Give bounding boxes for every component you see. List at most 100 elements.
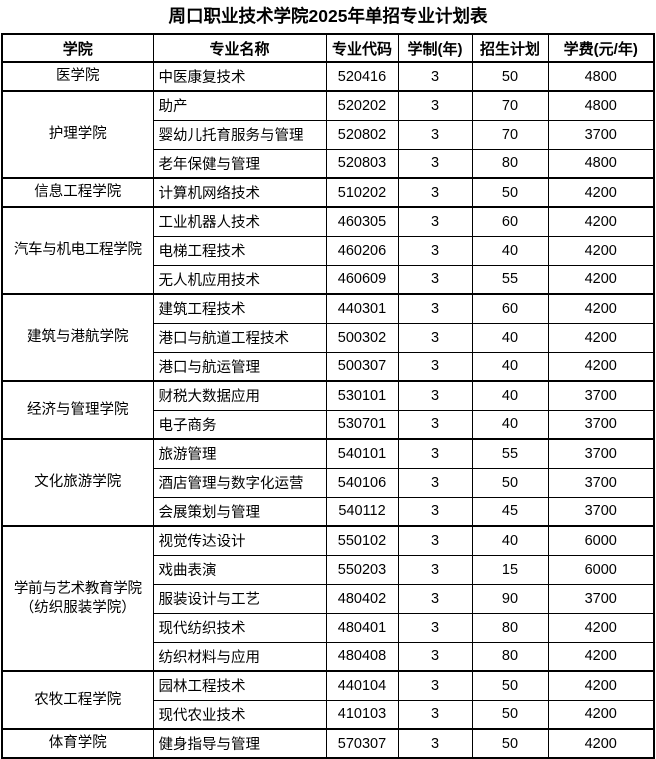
tuition-fee-cell: 4200 <box>547 641 655 672</box>
enrollment-quota-cell: 40 <box>471 380 549 411</box>
enrollment-quota-cell: 50 <box>471 670 549 701</box>
study-years-cell: 3 <box>397 177 473 208</box>
table-row: 建筑与港航学院 建筑工程技术 440301 3 60 4200 <box>1 293 655 382</box>
major-name-cell: 会展策划与管理 <box>152 496 327 527</box>
study-years-cell: 3 <box>397 409 473 440</box>
admission-plan-table: 学院 专业名称 专业代码 学制(年) 招生计划 学费(元/年) 医学院 中医康复技… <box>1 33 655 759</box>
college-cell: 汽车与机电工程学院 <box>1 206 154 295</box>
study-years-cell: 3 <box>397 293 473 324</box>
enrollment-quota-cell: 80 <box>471 641 549 672</box>
college-name: 汽车与机电工程学院 <box>13 242 142 259</box>
major-name-cell: 电梯工程技术 <box>152 235 327 266</box>
college-cell: 经济与管理学院 <box>1 380 154 440</box>
major-name-cell: 港口与航运管理 <box>152 351 327 382</box>
tuition-fee-cell: 3700 <box>547 119 655 150</box>
college-name: 学前与艺术教育学院 <box>13 581 142 598</box>
tuition-fee-cell: 6000 <box>547 554 655 585</box>
major-code-cell: 530101 <box>325 380 399 411</box>
major-name-cell: 视觉传达设计 <box>152 525 327 556</box>
college-name: 经济与管理学院 <box>27 401 129 418</box>
study-years-cell: 3 <box>397 699 473 730</box>
tuition-fee-cell: 4200 <box>547 264 655 295</box>
enrollment-quota-cell: 80 <box>471 148 549 179</box>
college-name: 体育学院 <box>48 735 107 752</box>
enrollment-quota-cell: 60 <box>471 206 549 237</box>
major-name-cell: 健身指导与管理 <box>152 728 327 759</box>
major-name-cell: 现代农业技术 <box>152 699 327 730</box>
study-years-cell: 3 <box>397 641 473 672</box>
table-row: 文化旅游学院 旅游管理 540101 3 55 3700 <box>1 438 655 527</box>
enrollment-quota-cell: 50 <box>471 467 549 498</box>
major-code-cell: 540101 <box>325 438 399 469</box>
major-code-cell: 440301 <box>325 293 399 324</box>
table-row: 体育学院 健身指导与管理 570307 3 50 4200 <box>1 728 655 759</box>
study-years-cell: 3 <box>397 322 473 353</box>
college-name: 信息工程学院 <box>34 184 122 201</box>
page-root: 周口职业技术学院2025年单招专业计划表 学院 专业名称 专业代码 学制(年) … <box>1 6 655 759</box>
major-code-cell: 440104 <box>325 670 399 701</box>
tuition-fee-cell: 4200 <box>547 235 655 266</box>
college-name: 护理学院 <box>48 126 107 143</box>
major-code-cell: 510202 <box>325 177 399 208</box>
major-code-cell: 550102 <box>325 525 399 556</box>
table-body: 医学院 中医康复技术 520416 3 50 4800 护理学院 助产 520202 3 70 480… <box>1 61 655 759</box>
major-name-cell: 电子商务 <box>152 409 327 440</box>
study-years-cell: 3 <box>397 61 473 92</box>
tuition-fee-cell: 4200 <box>547 670 655 701</box>
study-years-cell: 3 <box>397 438 473 469</box>
college-cell: 护理学院 <box>1 90 154 179</box>
major-name-cell: 中医康复技术 <box>152 61 327 92</box>
major-name-cell: 酒店管理与数字化运营 <box>152 467 327 498</box>
major-name-cell: 老年保健与管理 <box>152 148 327 179</box>
major-code-cell: 480401 <box>325 612 399 643</box>
study-years-cell: 3 <box>397 525 473 556</box>
table-header: 学院 专业名称 专业代码 学制(年) 招生计划 学费(元/年) <box>1 33 655 63</box>
tuition-fee-cell: 4200 <box>547 206 655 237</box>
enrollment-quota-cell: 70 <box>471 119 549 150</box>
column-header-college: 学院 <box>1 33 154 63</box>
major-code-cell: 500302 <box>325 322 399 353</box>
tuition-fee-cell: 4200 <box>547 293 655 324</box>
enrollment-quota-cell: 15 <box>471 554 549 585</box>
table-row: 护理学院 助产 520202 3 70 4800 <box>1 90 655 179</box>
study-years-cell: 3 <box>397 235 473 266</box>
tuition-fee-cell: 3700 <box>547 438 655 469</box>
enrollment-quota-cell: 40 <box>471 235 549 266</box>
column-header-fee: 学费(元/年) <box>547 33 655 63</box>
major-code-cell: 480408 <box>325 641 399 672</box>
table-row: 经济与管理学院 财税大数据应用 530101 3 40 3700 <box>1 380 655 440</box>
college-name: 文化旅游学院 <box>34 474 122 491</box>
column-header-years: 学制(年) <box>397 33 473 63</box>
college-alt-name: （纺织服装学院） <box>19 599 136 616</box>
table-row: 医学院 中医康复技术 520416 3 50 4800 <box>1 61 655 92</box>
major-name-cell: 纺织材料与应用 <box>152 641 327 672</box>
major-code-cell: 540112 <box>325 496 399 527</box>
table-row: 戏曲表演 550203 3 15 6000 <box>2 554 655 585</box>
column-header-code: 专业代码 <box>325 33 399 63</box>
enrollment-quota-cell: 50 <box>471 177 549 208</box>
table-row: 老年保健与管理 520803 3 80 4800 <box>2 148 655 179</box>
tuition-fee-cell: 6000 <box>547 525 655 556</box>
tuition-fee-cell: 3700 <box>547 409 655 440</box>
college-cell: 医学院 <box>1 61 154 92</box>
college-name: 建筑与港航学院 <box>27 329 129 346</box>
major-code-cell: 410103 <box>325 699 399 730</box>
table-row: 电子商务 530701 3 40 3700 <box>2 409 655 440</box>
study-years-cell: 3 <box>397 554 473 585</box>
enrollment-quota-cell: 80 <box>471 612 549 643</box>
major-code-cell: 460609 <box>325 264 399 295</box>
enrollment-quota-cell: 55 <box>471 264 549 295</box>
college-cell: 农牧工程学院 <box>1 670 154 730</box>
enrollment-quota-cell: 55 <box>471 438 549 469</box>
study-years-cell: 3 <box>397 496 473 527</box>
column-header-quota: 招生计划 <box>471 33 549 63</box>
major-code-cell: 520416 <box>325 61 399 92</box>
table-header-row: 学院 专业名称 专业代码 学制(年) 招生计划 学费(元/年) <box>1 33 655 63</box>
major-name-cell: 无人机应用技术 <box>152 264 327 295</box>
enrollment-quota-cell: 50 <box>471 61 549 92</box>
tuition-fee-cell: 4800 <box>547 90 655 121</box>
table-row: 学前与艺术教育学院 （纺织服装学院） 视觉传达设计 550102 3 40 6000 <box>1 525 655 672</box>
study-years-cell: 3 <box>397 728 473 759</box>
tuition-fee-cell: 3700 <box>547 467 655 498</box>
study-years-cell: 3 <box>397 583 473 614</box>
